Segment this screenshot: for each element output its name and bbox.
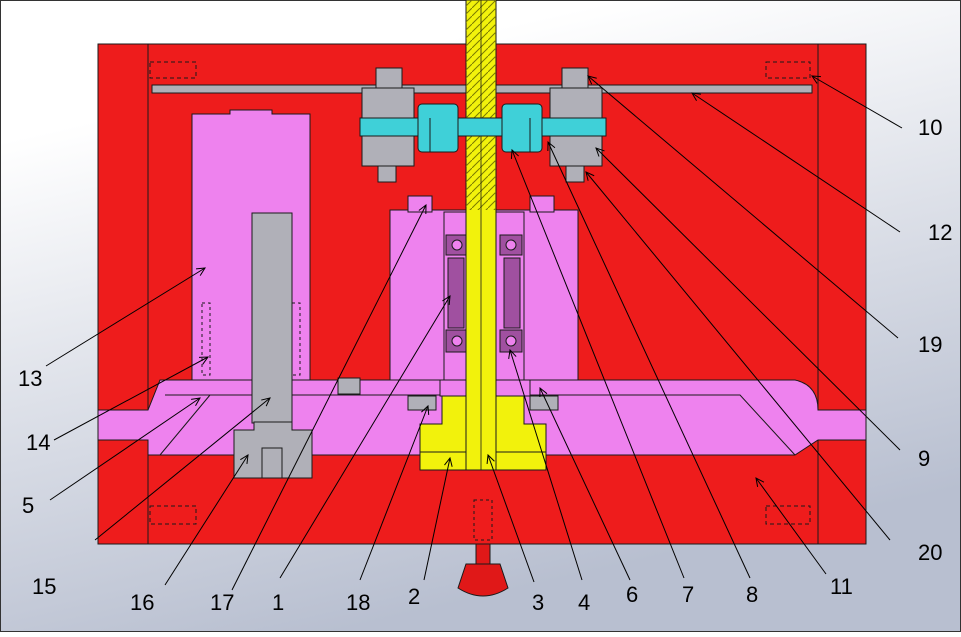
- coupling: [359, 103, 607, 153]
- leader-line-18: [359, 405, 429, 581]
- callout-label-15: 15: [32, 574, 56, 599]
- arrowhead-13: [195, 267, 206, 276]
- leader-line-8: [547, 141, 751, 579]
- leader-line-5: [49, 397, 201, 501]
- callout-labels: 10 12 19 9 20 13 14 5 15 16 17 1 18 2 3 4 6 7 8 11: [18, 115, 952, 615]
- stop-block: [337, 377, 361, 395]
- arrowhead-18: [421, 404, 430, 416]
- leader-line-6: [539, 387, 631, 581]
- callout-label-1: 1: [272, 590, 284, 615]
- arrowhead-4: [508, 348, 517, 359]
- arrowhead-17: [418, 203, 427, 215]
- leader-line-12: [691, 92, 901, 233]
- leader-line-13: [45, 267, 206, 367]
- arrowhead-11: [755, 477, 765, 487]
- knob-stem-hidden: [473, 499, 493, 541]
- callout-label-11: 11: [830, 574, 853, 599]
- callout-label-14: 14: [26, 430, 50, 455]
- leader-line-3: [487, 454, 535, 583]
- base-plate-edges: [159, 394, 796, 456]
- callout-label-10: 10: [918, 115, 942, 140]
- arrowhead-10: [811, 75, 822, 84]
- callout-label-19: 19: [918, 332, 942, 357]
- leader-line-9: [595, 147, 901, 451]
- housing-edges: [147, 44, 819, 544]
- left-column-hidden-lines: [201, 302, 301, 376]
- callout-label-13: 13: [18, 366, 42, 391]
- arrowhead-15: [261, 397, 271, 407]
- arrowhead-2: [444, 456, 453, 467]
- adjust-knob: [457, 543, 509, 597]
- leader-line-7: [511, 149, 685, 579]
- leader-line-16: [164, 454, 249, 586]
- housing-stud-right: [529, 195, 555, 213]
- callout-label-17: 17: [210, 590, 234, 615]
- leader-line-19: [587, 75, 899, 339]
- bearing-set: [445, 234, 523, 353]
- arrowhead-14: [198, 356, 210, 365]
- leader-line-20: [585, 171, 891, 541]
- leader-line-11: [755, 477, 827, 575]
- callout-label-18: 18: [346, 590, 370, 615]
- callout-label-8: 8: [746, 582, 758, 607]
- callout-label-20: 20: [918, 540, 942, 565]
- arrowhead-9: [595, 147, 605, 157]
- leader-line-4: [509, 349, 583, 581]
- callout-label-5: 5: [22, 493, 34, 518]
- leader-lines: [45, 75, 903, 591]
- guide-shaft: [251, 212, 293, 424]
- leader-line-15: [94, 397, 271, 541]
- right-clamp: [549, 67, 603, 183]
- leader-line-2: [423, 457, 451, 581]
- leader-line-14: [53, 356, 209, 441]
- arrowhead-8: [547, 140, 556, 152]
- bolt-18: [407, 395, 437, 411]
- bolt-4: [529, 395, 559, 411]
- arrowhead-7: [510, 148, 519, 160]
- leader-line-10: [811, 75, 903, 129]
- arrowhead-19: [587, 75, 597, 85]
- leader-line-17: [231, 204, 427, 591]
- arrowhead-16: [240, 454, 249, 464]
- shaft-foot-slot: [261, 447, 283, 479]
- left-clamp: [361, 67, 415, 183]
- arrowhead-12: [691, 92, 701, 102]
- callout-label-12: 12: [928, 220, 952, 245]
- callout-label-9: 9: [918, 446, 930, 471]
- arrowhead-5: [191, 397, 201, 407]
- callout-label-3: 3: [532, 590, 544, 615]
- leader-line-1: [279, 295, 451, 579]
- callout-label-2: 2: [408, 584, 420, 609]
- arrowhead-6: [539, 386, 548, 398]
- callout-label-4: 4: [578, 590, 590, 615]
- arrowhead-1: [442, 295, 451, 306]
- callout-label-6: 6: [626, 582, 638, 607]
- arrowhead-3: [486, 453, 495, 465]
- callout-label-7: 7: [682, 582, 694, 607]
- arrowhead-20: [585, 171, 595, 181]
- callout-label-16: 16: [130, 590, 154, 615]
